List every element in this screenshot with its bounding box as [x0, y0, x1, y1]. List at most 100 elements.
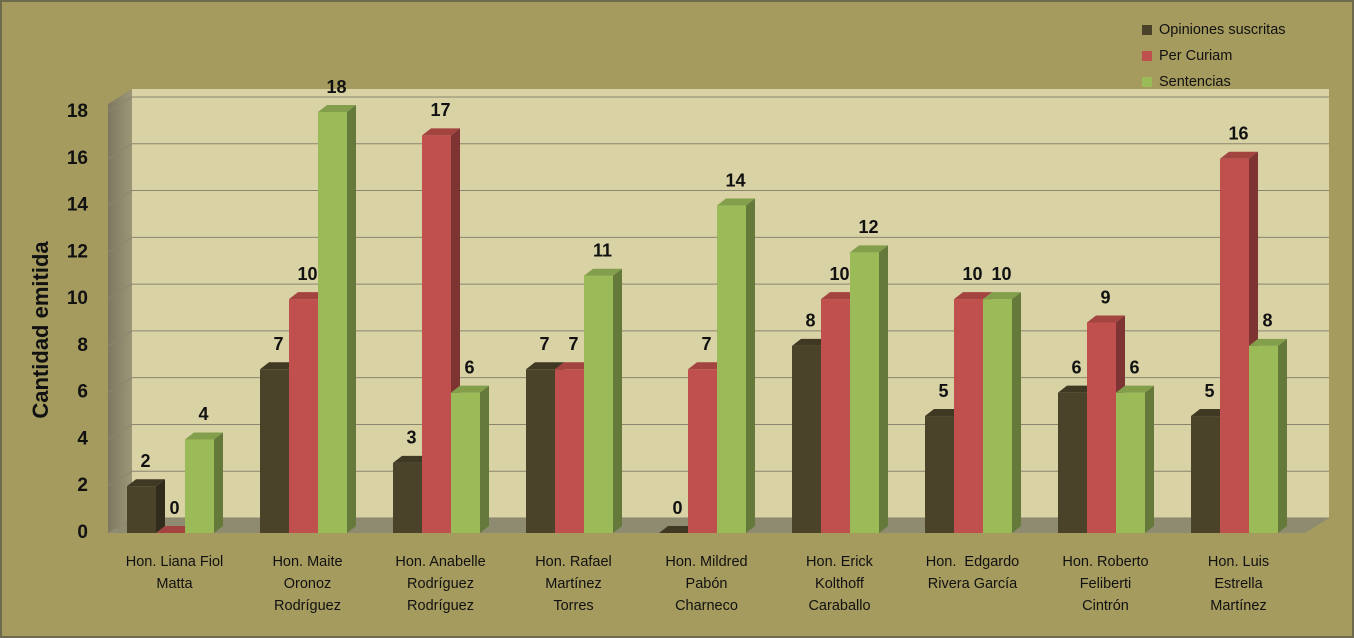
value-label: 7	[568, 334, 578, 354]
x-tick-label: Charneco	[675, 598, 738, 614]
bar-top	[1191, 409, 1229, 417]
bar-top	[1220, 151, 1258, 159]
value-label: 0	[672, 498, 682, 518]
bar-front	[289, 299, 318, 533]
value-label: 3	[406, 428, 416, 448]
x-tick-label: Hon. Liana Fiol	[126, 554, 224, 570]
value-label: 16	[1228, 124, 1248, 144]
x-tick-label: Rodríguez	[274, 598, 341, 614]
bar-top	[422, 128, 460, 136]
bar-side	[613, 268, 622, 533]
x-tick-label: Hon. Edgardo	[926, 554, 1020, 570]
legend-label: Sentencias	[1159, 74, 1231, 90]
grid-line	[107, 143, 1329, 160]
x-tick-label: Hon. Roberto	[1062, 554, 1148, 570]
y-tick-label: 16	[67, 148, 88, 169]
legend-label: Opiniones suscritas	[1159, 22, 1286, 38]
value-label: 12	[858, 217, 878, 237]
value-label: 9	[1100, 287, 1110, 307]
bar	[1116, 385, 1154, 533]
bar-front	[925, 416, 954, 533]
bar	[156, 526, 194, 533]
value-label: 17	[430, 100, 450, 120]
x-tick-label: Estrella	[1214, 576, 1263, 592]
bar-front	[393, 462, 422, 533]
bar-top	[1087, 315, 1125, 323]
x-tick-label: Pabón	[686, 576, 728, 592]
value-label: 10	[991, 264, 1011, 284]
x-tick-label: Rodríguez	[407, 576, 474, 592]
bar-side	[156, 479, 165, 533]
bar-front	[850, 252, 879, 534]
bar-top	[393, 455, 431, 463]
bar-side	[1012, 292, 1021, 533]
bar-top	[555, 362, 593, 370]
x-tick-label: Martínez	[545, 576, 601, 592]
bar-front	[821, 299, 850, 533]
bar-top	[185, 432, 223, 440]
value-label: 6	[464, 357, 474, 377]
bar-top	[659, 526, 697, 533]
value-label: 11	[593, 240, 612, 260]
bar-side	[746, 198, 755, 534]
value-label: 6	[1129, 357, 1139, 377]
bar	[451, 385, 489, 533]
y-tick-label: 4	[77, 428, 88, 449]
bar-top	[821, 292, 859, 300]
x-tick-label: Oronoz	[284, 576, 332, 592]
grid-line	[107, 236, 1329, 253]
bar-front	[688, 369, 717, 533]
bar	[185, 432, 223, 533]
bar-top	[850, 245, 888, 253]
x-tick-label: Caraballo	[808, 598, 870, 614]
y-tick-label: 2	[77, 475, 88, 496]
x-tick-label: Matta	[156, 576, 193, 592]
bar-top	[526, 362, 564, 370]
value-label: 8	[805, 311, 815, 331]
bar-front	[717, 205, 746, 534]
y-axis-label: Cantidad emitida	[28, 241, 53, 419]
bar-side	[879, 245, 888, 534]
x-tick-label: Hon. Rafael	[535, 554, 612, 570]
bar-front	[954, 299, 983, 533]
legend-swatch	[1142, 51, 1152, 61]
grid-line	[107, 190, 1329, 206]
x-tick-label: Hon. Anabelle	[395, 554, 485, 570]
bar-top	[584, 268, 622, 276]
bar-front	[127, 486, 156, 533]
value-label: 10	[829, 264, 849, 284]
bar-side	[1278, 338, 1287, 533]
bar-front	[451, 392, 480, 533]
bar	[659, 526, 697, 533]
bar-top	[289, 292, 327, 300]
grid-line	[107, 330, 1329, 347]
bar-front	[1191, 416, 1220, 533]
value-label: 4	[198, 404, 208, 424]
x-tick-label: Kolthoff	[815, 576, 865, 592]
bar-side	[347, 105, 356, 533]
legend-swatch	[1142, 77, 1152, 87]
bar-top	[1058, 385, 1096, 393]
bar-top	[688, 362, 726, 370]
x-tick-label: Hon. Mildred	[665, 554, 747, 570]
bar-top	[717, 198, 755, 206]
bar-front	[1087, 322, 1116, 533]
bar	[850, 245, 888, 534]
x-tick-label: Hon. Luis	[1208, 554, 1269, 570]
value-label: 7	[539, 334, 549, 354]
bar-side	[214, 432, 223, 533]
bar-top	[260, 362, 298, 370]
value-label: 8	[1262, 311, 1272, 331]
bar-side	[480, 385, 489, 533]
bar-top	[792, 338, 830, 346]
bar-front	[422, 135, 451, 533]
x-tick-label: Hon. Maite	[272, 554, 342, 570]
y-tick-label: 14	[67, 195, 89, 216]
bar	[717, 198, 755, 534]
bar-top	[451, 385, 489, 393]
value-label: 2	[140, 451, 150, 471]
x-tick-label: Cintrón	[1082, 598, 1129, 614]
y-tick-label: 10	[67, 288, 88, 309]
legend-swatch	[1142, 25, 1152, 35]
y-tick-label: 18	[67, 101, 88, 122]
